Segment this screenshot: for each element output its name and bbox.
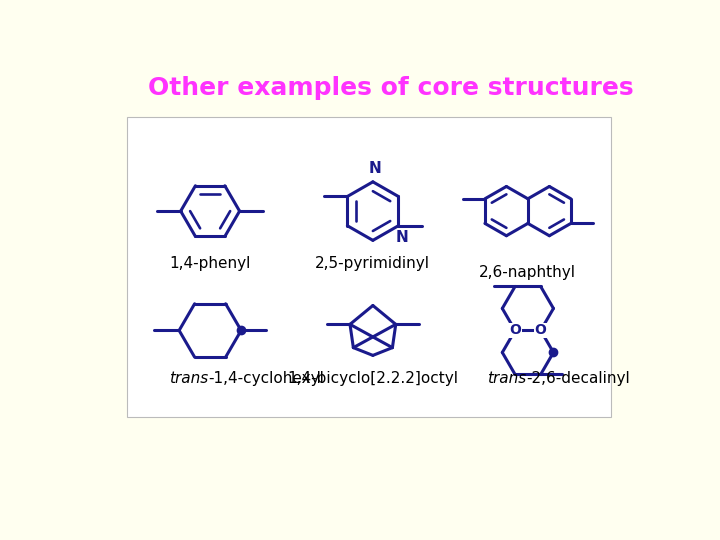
Text: N: N [396, 231, 409, 245]
Text: N: N [369, 161, 382, 176]
Text: -2,6-decalinyl: -2,6-decalinyl [526, 370, 630, 386]
Bar [127, 117, 611, 417]
Text: 2,6-naphthyl: 2,6-naphthyl [480, 265, 577, 280]
Text: O: O [535, 323, 546, 338]
Text: trans: trans [169, 370, 209, 386]
Text: -1,4-cyclohexyl: -1,4-cyclohexyl [209, 370, 325, 386]
Text: Other examples of core structures: Other examples of core structures [148, 76, 634, 100]
Text: trans: trans [487, 370, 526, 386]
Text: 1,4-phenyl: 1,4-phenyl [169, 256, 251, 271]
Text: O: O [509, 323, 521, 338]
Text: 1,4-bicyclo[2.2.2]octyl: 1,4-bicyclo[2.2.2]octyl [287, 370, 459, 386]
Text: 2,5-pyrimidinyl: 2,5-pyrimidinyl [315, 256, 431, 271]
